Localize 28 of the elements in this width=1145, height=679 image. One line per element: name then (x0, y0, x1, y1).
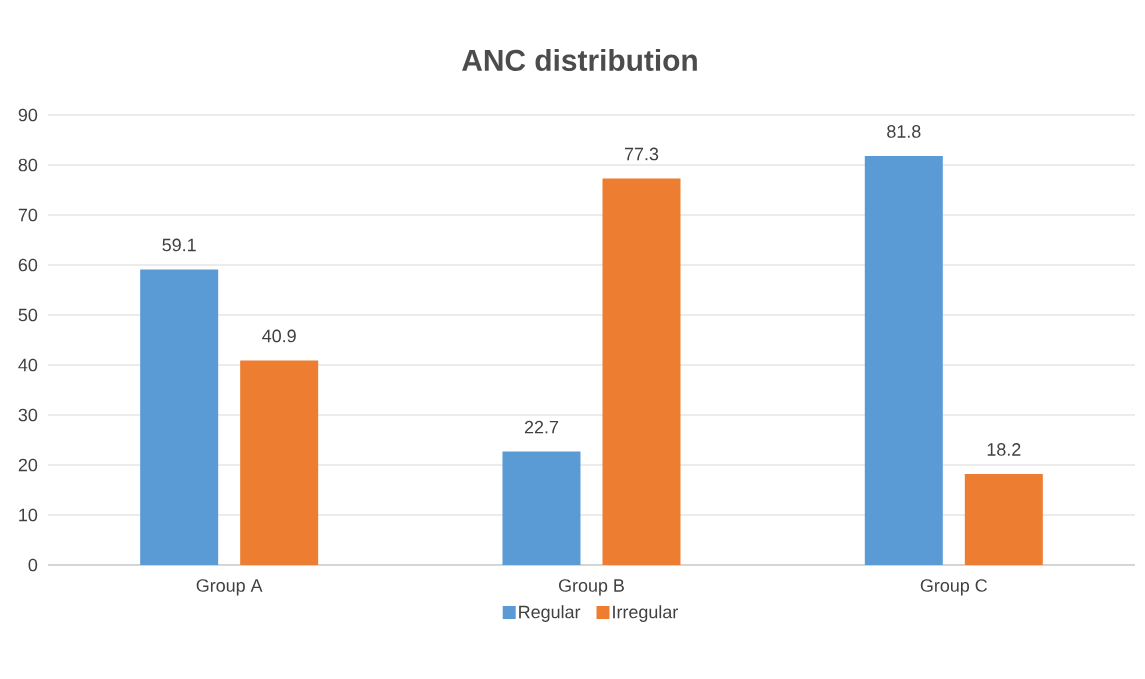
chart-title: ANC distribution (462, 49, 697, 71)
y-tick-label: 90 (18, 108, 38, 122)
data-label: 40.9 (262, 329, 296, 343)
bar (864, 155, 943, 565)
x-tick-label: Group B (559, 579, 624, 596)
data-label: 18.2 (987, 443, 1021, 456)
y-tick-label: 30 (18, 408, 38, 422)
y-tick-label: 10 (19, 508, 38, 522)
bar (240, 360, 319, 565)
bar (602, 178, 681, 565)
data-label: 22.7 (524, 420, 559, 434)
bar (502, 451, 581, 565)
data-label: 81.8 (887, 125, 921, 138)
bar (964, 473, 1043, 565)
bar (140, 269, 219, 565)
y-tick-label: 60 (18, 258, 38, 272)
legend-label: Irregular (613, 605, 678, 622)
y-tick-label: 80 (18, 158, 38, 172)
y-tick-label: 70 (18, 208, 38, 222)
legend-label: Regular (519, 605, 581, 622)
x-tick-label: Group A (196, 579, 263, 596)
y-tick-label: 0 (28, 558, 38, 572)
data-label: 59.1 (162, 238, 196, 252)
x-tick-label: Group C (920, 579, 987, 596)
data-label: 77.3 (624, 147, 659, 161)
y-tick-label: 20 (18, 458, 38, 472)
y-tick-label: 50 (18, 308, 38, 322)
y-tick-label: 40 (18, 358, 38, 372)
